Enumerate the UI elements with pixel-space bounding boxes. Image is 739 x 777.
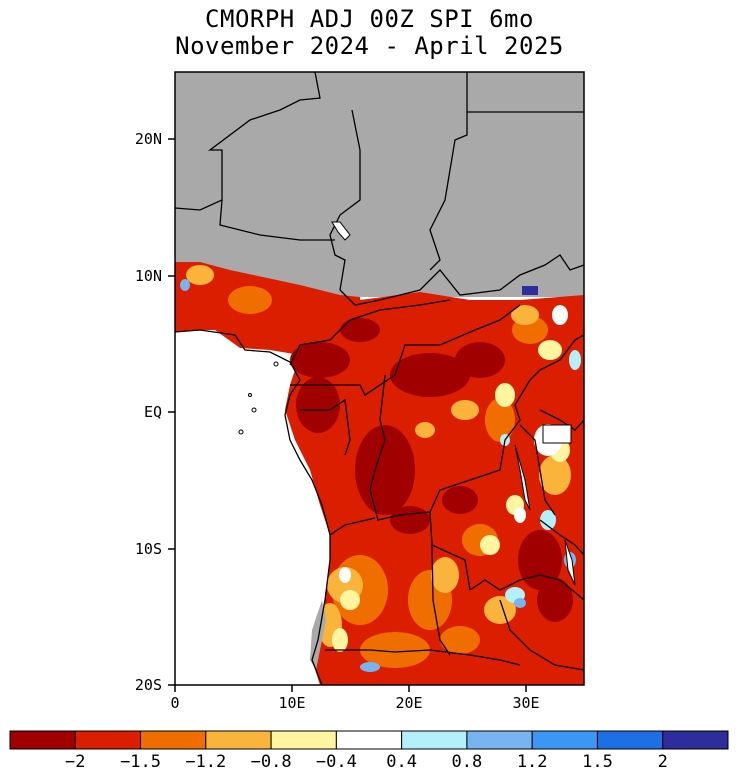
colorbar-swatch	[74, 730, 142, 750]
spi-moderate-dry-patches	[186, 265, 571, 647]
colorbar-swatch	[596, 730, 664, 750]
map-frame	[174, 71, 585, 686]
y-tick-10s: 10S	[135, 540, 162, 558]
colorbar-label: 2	[658, 752, 668, 772]
colorbar-label: 0.4	[386, 752, 417, 772]
y-tick-20n: 20N	[135, 130, 162, 148]
axis-ticks	[168, 138, 527, 692]
islands	[238, 361, 279, 435]
colorbar-label: 1.5	[582, 752, 613, 772]
y-tick-10n: 10N	[135, 267, 162, 285]
no-data-region	[175, 72, 584, 297]
colorbar-swatch	[335, 730, 403, 750]
colorbar-swatch	[140, 730, 207, 750]
colorbar-label: −1.5	[120, 752, 161, 772]
colorbar-label: −0.4	[316, 752, 357, 772]
y-tick-eq: EQ	[144, 403, 162, 421]
colorbar: −2 −1.5 −1.2 −0.8 −0.4 0.4 0.8 1.2 1.5 2	[9, 730, 729, 772]
lakes	[331, 221, 576, 586]
map-field	[175, 72, 584, 685]
country-borders	[175, 72, 584, 685]
map-title-line-1: CMORPH ADJ 00Z SPI 6mo	[205, 5, 534, 33]
x-tick-30e: 30E	[512, 694, 539, 712]
colorbar-label: 1.2	[517, 752, 548, 772]
colorbar-label: 0.8	[452, 752, 483, 772]
colorbar-swatch	[270, 730, 337, 750]
colorbar-swatch	[205, 730, 272, 750]
colorbar-label: −2	[65, 752, 85, 772]
colorbar-swatch	[531, 730, 598, 750]
colorbar-label: −1.2	[185, 752, 226, 772]
colorbar-swatch	[9, 730, 76, 750]
colorbar-swatch	[662, 730, 729, 750]
spi-mild-dry-patches	[332, 340, 570, 652]
spi-extreme-wet-patch	[522, 286, 538, 295]
x-tick-10e: 10E	[278, 694, 305, 712]
x-tick-20e: 20E	[395, 694, 422, 712]
map-title-line-2: November 2024 - April 2025	[175, 32, 564, 60]
land-west-africa	[175, 262, 360, 355]
colorbar-label: −0.8	[251, 752, 292, 772]
x-tick-0: 0	[170, 694, 179, 712]
colorbar-swatch	[466, 730, 533, 750]
y-tick-20s: 20S	[135, 676, 162, 694]
colorbar-swatch	[401, 730, 468, 750]
